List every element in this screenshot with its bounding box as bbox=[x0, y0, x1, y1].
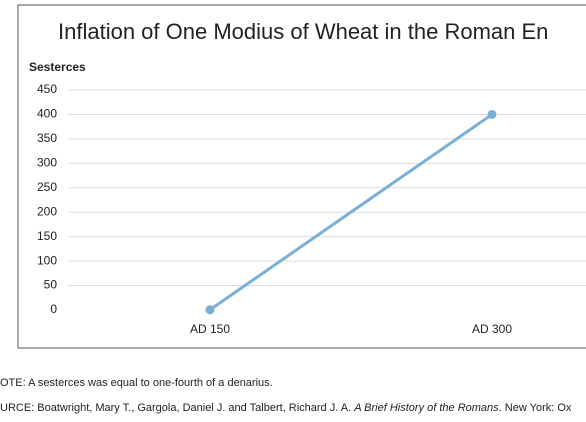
y-tick-label: 200 bbox=[37, 204, 57, 218]
data-line bbox=[209, 113, 493, 311]
y-tick-label: 250 bbox=[37, 180, 57, 194]
source-text: URCE: Boatwright, Mary T., Gargola, Dani… bbox=[0, 402, 354, 414]
y-tick-label: 100 bbox=[37, 253, 57, 267]
x-tick-label: AD 150 bbox=[190, 322, 230, 336]
data-point bbox=[205, 305, 215, 315]
y-axis-title: Sesterces bbox=[29, 60, 86, 74]
y-tick-label: 400 bbox=[37, 107, 57, 121]
source: URCE: Boatwright, Mary T., Gargola, Dani… bbox=[0, 402, 572, 414]
y-tick-label: 50 bbox=[44, 278, 58, 292]
y-tick-label: 450 bbox=[37, 82, 57, 96]
y-tick-label: 150 bbox=[37, 229, 57, 243]
source-title: A Brief History of the Romans bbox=[353, 402, 499, 414]
note: OTE: A sesterces was equal to one-fourth… bbox=[0, 377, 273, 389]
source-text: . New York: Ox bbox=[499, 402, 572, 414]
chart-frame bbox=[17, 4, 586, 349]
y-tick-label: 350 bbox=[37, 131, 57, 145]
x-tick-label: AD 300 bbox=[472, 322, 512, 336]
data-point bbox=[487, 109, 497, 119]
y-tick-label: 300 bbox=[37, 156, 57, 170]
chart-title: Inflation of One Modius of Wheat in the … bbox=[58, 19, 548, 44]
y-tick-label: 0 bbox=[50, 302, 57, 316]
